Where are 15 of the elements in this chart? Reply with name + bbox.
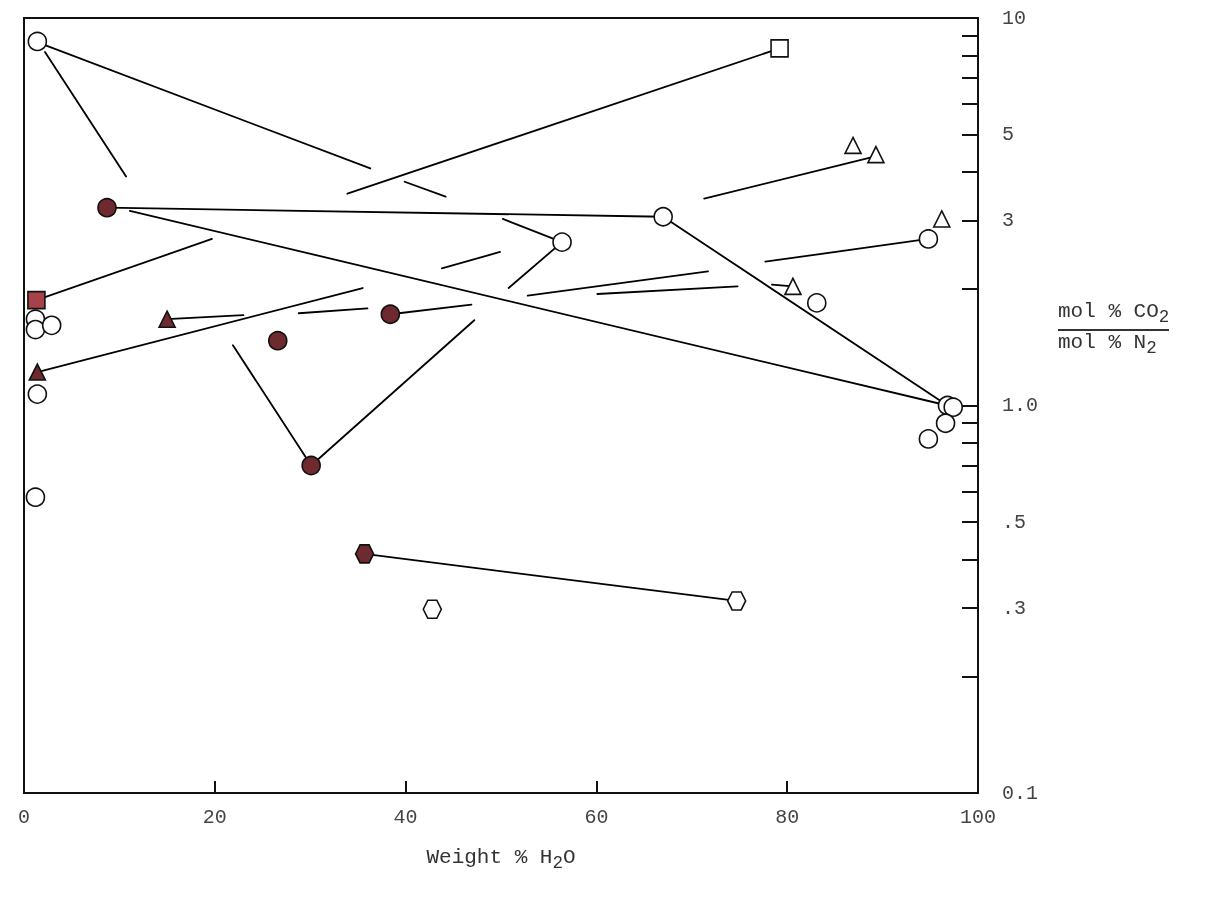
- x-tick-label: 80: [775, 805, 800, 829]
- x-tick-label: 60: [584, 805, 609, 829]
- y-axis-title: mol % CO$_{2}$ mol % N$_{2}$: [1058, 300, 1170, 361]
- y-tick-label: .3: [1002, 596, 1027, 620]
- x-axis-title: Weight % H$_{2}$O: [425, 846, 577, 874]
- x-tick-label: 100: [959, 805, 997, 829]
- x-tick-label: 20: [202, 805, 227, 829]
- y-tick-label: 3: [1002, 209, 1015, 233]
- y-tick-label: 5: [1002, 123, 1015, 147]
- y-tick-label: .5: [1002, 510, 1027, 534]
- y-tick-label: 1.0: [1002, 394, 1039, 417]
- x-tick-label: 0: [17, 805, 31, 829]
- y-tick-label: 10: [1002, 6, 1027, 30]
- x-tick-label: 40: [393, 805, 418, 829]
- y-tick-label: 0.1: [1002, 781, 1039, 805]
